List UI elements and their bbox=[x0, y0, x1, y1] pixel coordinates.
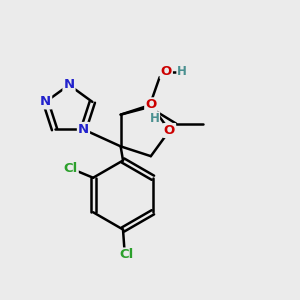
Text: N: N bbox=[40, 95, 51, 108]
Text: N: N bbox=[63, 78, 75, 92]
Text: H: H bbox=[150, 112, 160, 125]
Text: Cl: Cl bbox=[119, 248, 133, 262]
Text: O: O bbox=[160, 65, 172, 78]
Text: N: N bbox=[78, 123, 89, 136]
Text: H: H bbox=[177, 65, 187, 78]
Text: Cl: Cl bbox=[64, 162, 78, 175]
Text: O: O bbox=[145, 98, 157, 111]
Text: O: O bbox=[164, 124, 175, 137]
